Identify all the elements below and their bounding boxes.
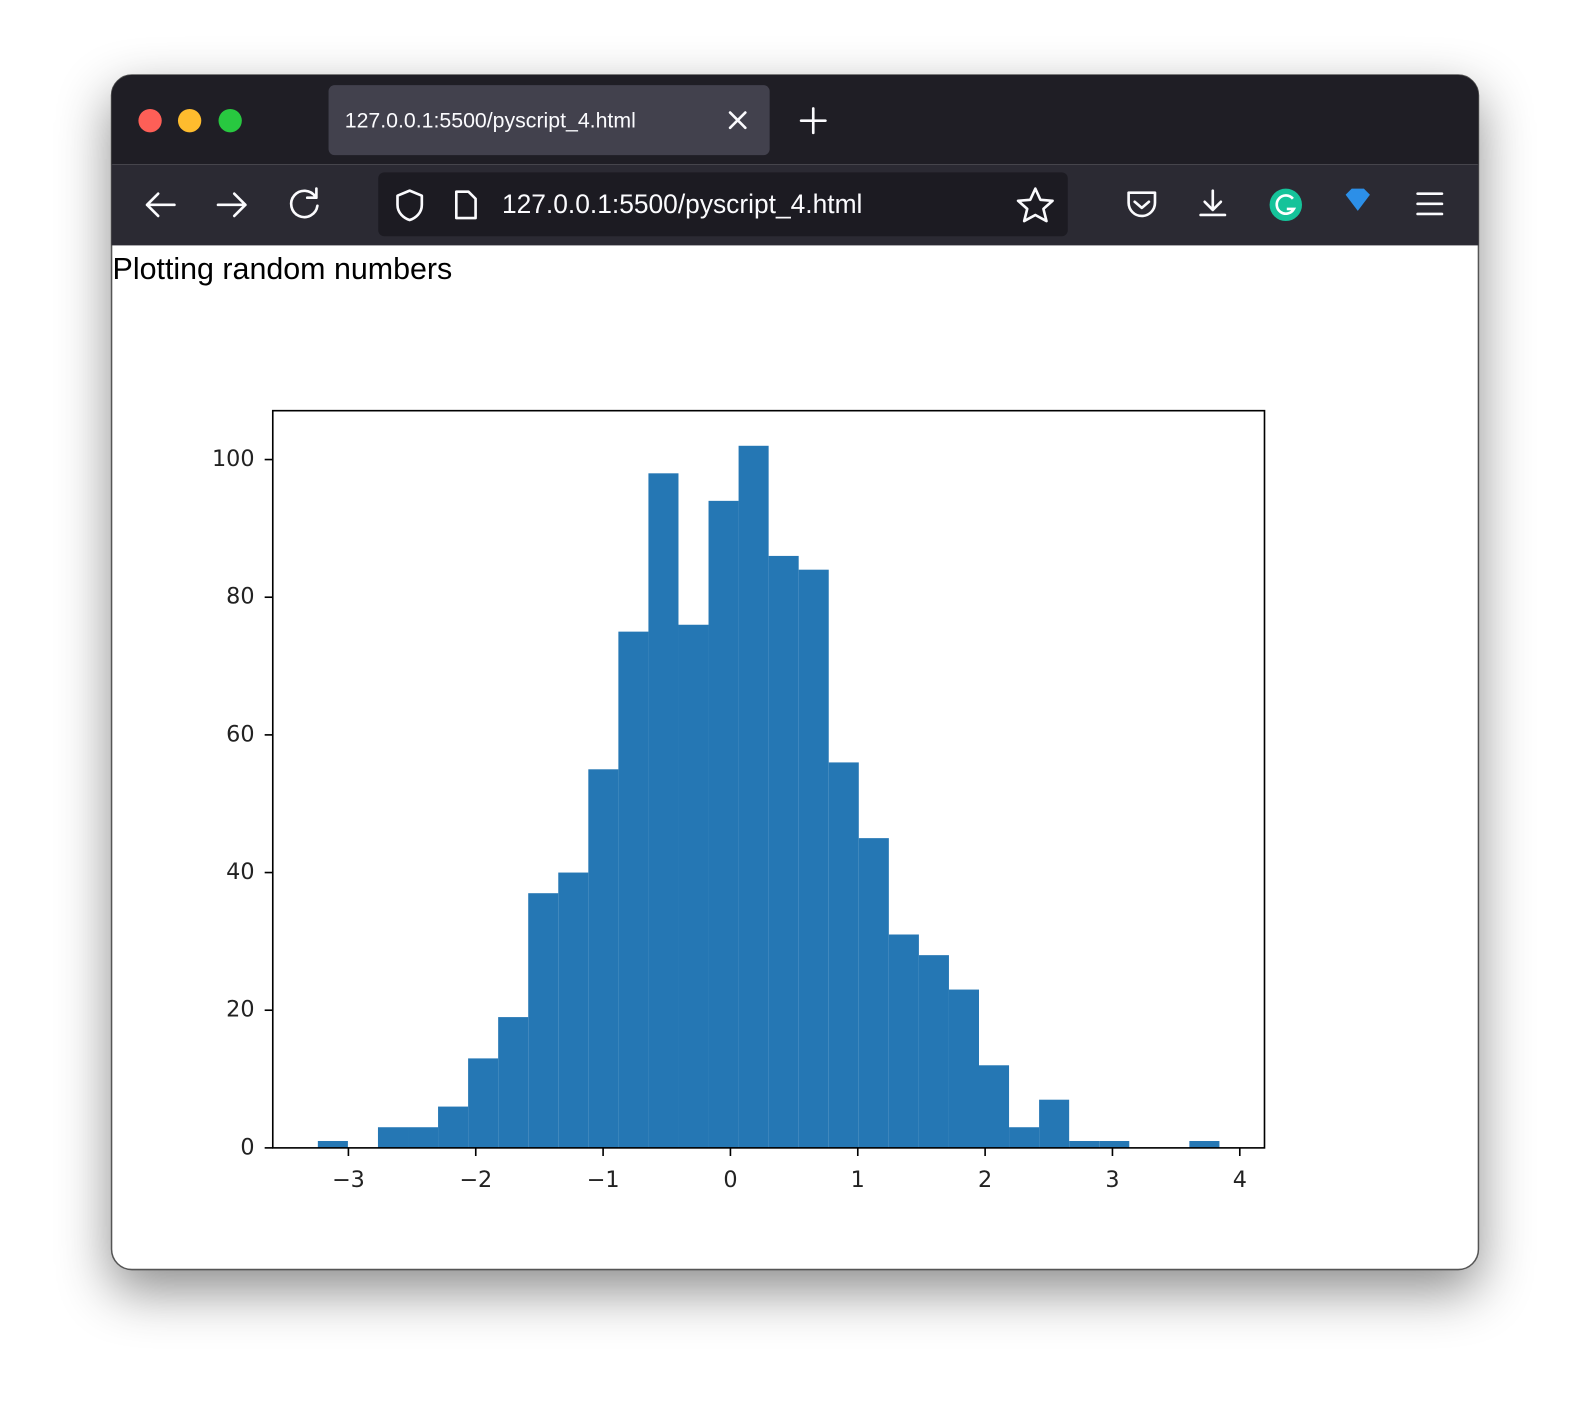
histogram-bar bbox=[1189, 1140, 1220, 1148]
histogram-bar bbox=[678, 624, 709, 1148]
histogram-bar bbox=[768, 555, 799, 1148]
url-text: 127.0.0.1:5500/pyscript_4.html bbox=[502, 189, 862, 219]
close-button[interactable] bbox=[138, 109, 162, 133]
x-tick-label: 2 bbox=[978, 1167, 992, 1193]
histogram-bar bbox=[798, 569, 829, 1148]
y-tick-label: 60 bbox=[226, 721, 254, 747]
histogram-bar bbox=[528, 893, 559, 1148]
new-tab[interactable] bbox=[799, 107, 827, 135]
download-icon[interactable] bbox=[1199, 189, 1227, 217]
x-tick-label: −1 bbox=[587, 1167, 620, 1193]
histogram-bar bbox=[1009, 1127, 1040, 1148]
x-tick-label: 4 bbox=[1233, 1167, 1247, 1193]
y-tick-label: 20 bbox=[226, 997, 254, 1023]
forward-button[interactable] bbox=[216, 192, 247, 218]
tab-close[interactable] bbox=[728, 111, 747, 130]
y-tick-label: 0 bbox=[240, 1134, 254, 1160]
histogram-bar bbox=[558, 872, 589, 1148]
y-tick-label: 80 bbox=[226, 584, 254, 610]
chart: 0 20 40 60 80 100 −3 −2 −1 0 1 2 3 4 bbox=[212, 445, 1247, 1193]
x-tick-label: 3 bbox=[1105, 1167, 1119, 1193]
histogram-bar bbox=[918, 955, 949, 1148]
plot-frame bbox=[271, 409, 1266, 1149]
zoom-button[interactable] bbox=[218, 109, 242, 133]
histogram-bar bbox=[738, 445, 769, 1148]
histogram-bar bbox=[948, 989, 979, 1148]
histogram-bar bbox=[708, 500, 739, 1148]
x-tick-label: 0 bbox=[723, 1167, 737, 1193]
x-tick-label: −2 bbox=[459, 1167, 492, 1193]
histogram-bar bbox=[648, 473, 679, 1148]
histogram-bar bbox=[618, 631, 649, 1148]
page-icon bbox=[454, 190, 477, 220]
histogram-bar bbox=[1069, 1140, 1100, 1148]
histogram-bar bbox=[1039, 1099, 1070, 1148]
gem-extension-icon[interactable] bbox=[1345, 188, 1370, 211]
y-tick-label: 100 bbox=[212, 446, 255, 472]
histogram-bar bbox=[317, 1140, 348, 1148]
histogram-bar bbox=[408, 1127, 439, 1148]
histogram-bar bbox=[858, 838, 889, 1148]
url-bar[interactable] bbox=[378, 172, 1068, 237]
tab[interactable] bbox=[328, 85, 770, 156]
histogram-bar bbox=[978, 1065, 1010, 1148]
pocket-icon[interactable] bbox=[1127, 191, 1157, 218]
menu-button[interactable] bbox=[1416, 192, 1444, 216]
grammarly-g bbox=[1275, 194, 1297, 216]
histogram-bar bbox=[498, 1017, 529, 1148]
reload-button[interactable] bbox=[289, 187, 319, 219]
histogram-bar bbox=[468, 1058, 499, 1148]
title-bar bbox=[111, 75, 1479, 165]
page-heading: Plotting random numbers bbox=[113, 252, 453, 286]
histogram-bar bbox=[588, 769, 619, 1148]
x-tick-label: −3 bbox=[332, 1167, 365, 1193]
grammarly-icon[interactable] bbox=[1269, 188, 1303, 222]
histogram-bar bbox=[1099, 1140, 1130, 1148]
bookmark-star[interactable] bbox=[1016, 187, 1054, 223]
shield-icon[interactable] bbox=[396, 189, 424, 222]
tab-title: 127.0.0.1:5500/pyscript_4.html bbox=[345, 108, 636, 132]
histogram-bar bbox=[438, 1106, 469, 1148]
x-tick-label: 1 bbox=[851, 1167, 865, 1193]
histogram-bar bbox=[828, 762, 859, 1148]
minimize-button[interactable] bbox=[177, 109, 202, 133]
histogram-bar bbox=[377, 1127, 409, 1148]
histogram-bar bbox=[888, 934, 919, 1148]
y-tick-label: 40 bbox=[226, 859, 254, 885]
back-button[interactable] bbox=[145, 192, 176, 218]
